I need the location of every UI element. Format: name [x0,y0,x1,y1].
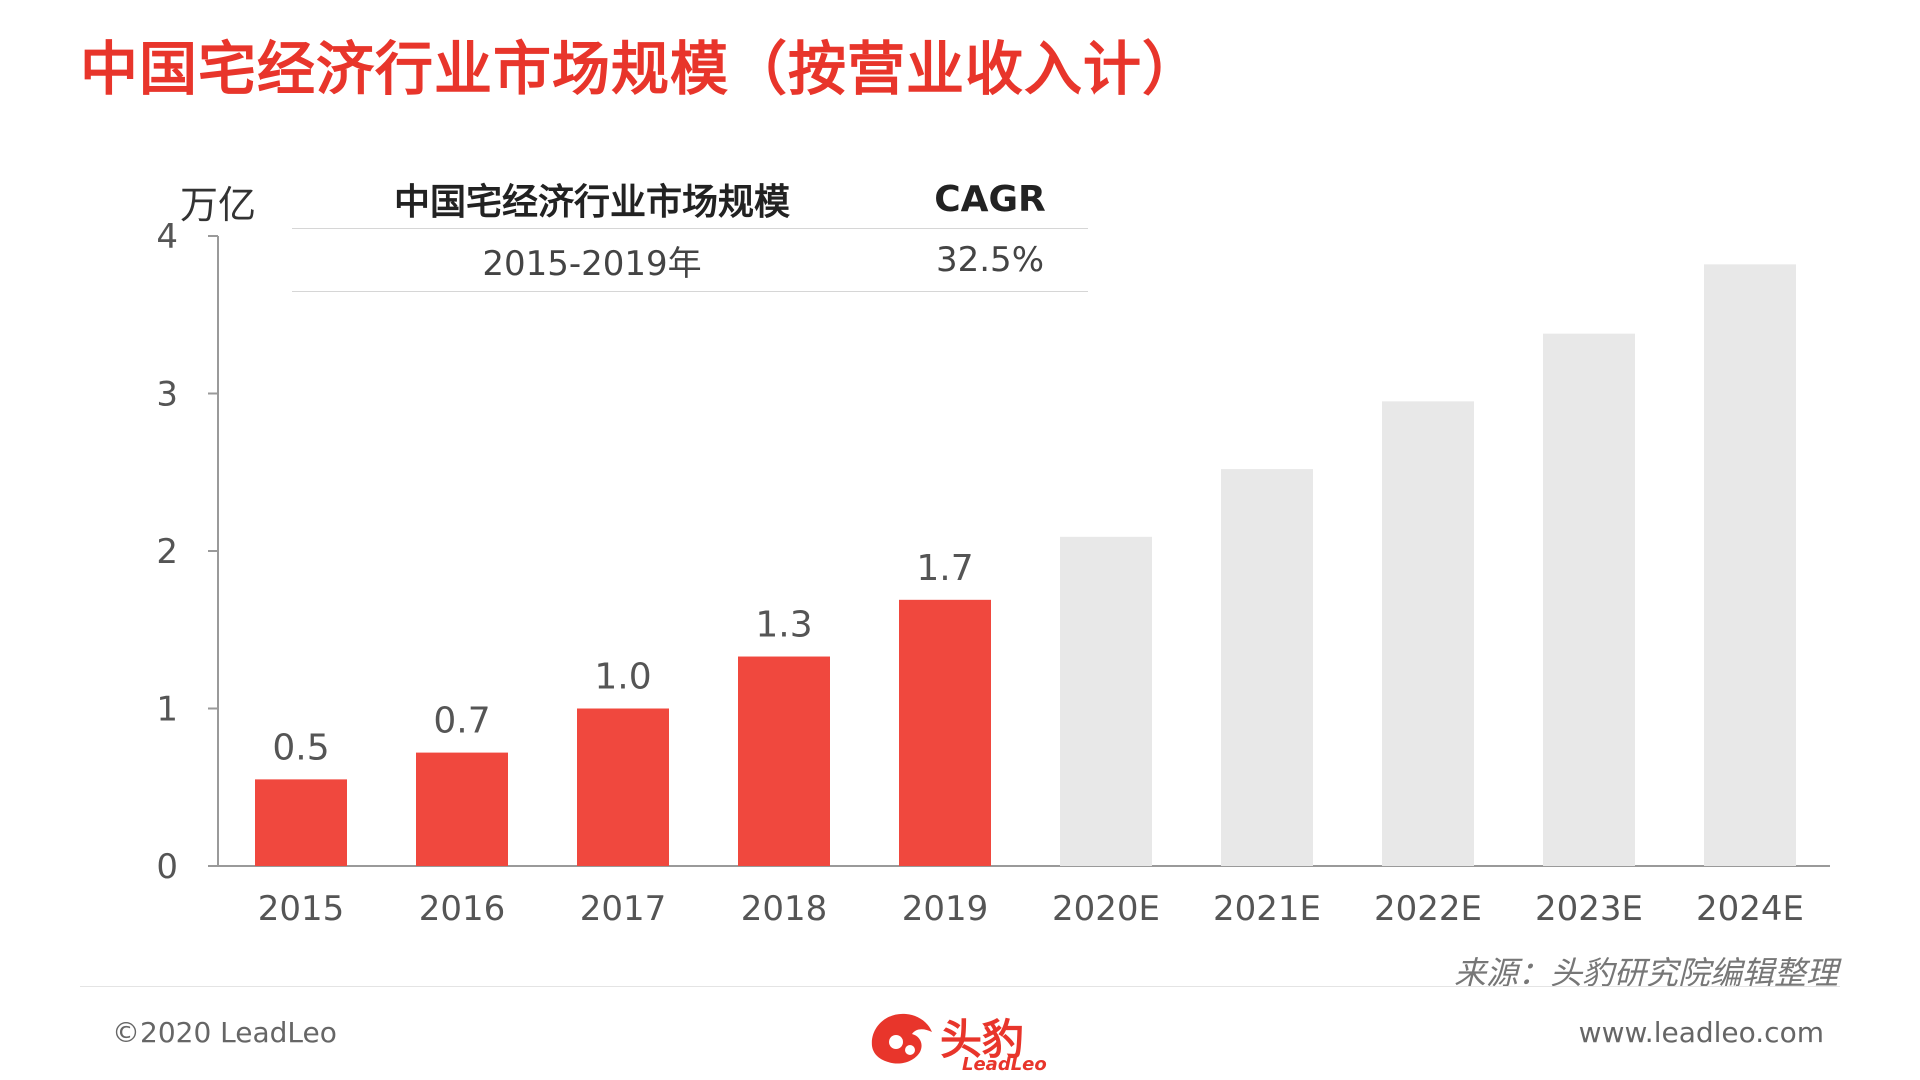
cagr-header-metric: 中国宅经济行业市场规模 [393,182,790,223]
x-tick-label: 2016 [419,889,506,929]
source-note: 来源：头豹研究院编辑整理 [1453,954,1838,992]
bar [899,599,991,866]
bar [416,752,508,866]
x-tick-label: 2018 [741,889,828,929]
bar [1221,469,1313,866]
logo-name: 头豹 [940,1015,1025,1064]
bar [577,708,669,866]
bar [255,779,347,866]
x-tick-label: 2015 [258,889,345,929]
bar-chart: 0 1 2 3 4 0.5 2015 0.7 2016 1.0 2017 1.3 2018 1.7 2019… [156,217,1830,929]
leopard-head-icon [871,1013,932,1064]
cagr-header-cagr: CAGR [934,178,1046,220]
data-label: 1.0 [594,657,651,698]
bar [1060,536,1152,866]
x-tick-label: 2019 [902,889,989,929]
website-url: www.leadleo.com [1578,1016,1824,1049]
x-tick-label: 2020E [1052,889,1160,929]
cagr-table: 中国宅经济行业市场规模 CAGR 2015-2019年 32.5% [292,170,1088,292]
x-tick-label: 2024E [1696,889,1804,929]
y-tick-label: 0 [156,847,178,887]
bar [738,656,830,866]
cagr-value: 32.5% [935,240,1044,280]
data-label: 0.5 [272,727,329,768]
y-tick-label: 2 [156,532,178,572]
logo-subtitle: LeadLeo [962,1054,1047,1075]
y-tick-label: 3 [156,375,178,415]
footer-divider [80,986,1840,987]
bar [1382,401,1474,866]
data-label: 1.3 [755,605,812,646]
x-tick-label: 2022E [1374,889,1482,929]
cagr-table-row: 2015-2019年 32.5% [292,229,1088,292]
copyright-text: ©2020 LeadLeo [112,1016,337,1049]
data-label: 0.7 [433,701,490,742]
bar [1704,264,1796,867]
data-label: 1.7 [916,548,973,589]
bar [1543,333,1635,866]
y-tick-label: 1 [156,690,178,730]
page-title: 中国宅经济行业市场规模（按营业收入计） [80,35,1202,103]
x-tick-label: 2021E [1213,889,1321,929]
cagr-table-header: 中国宅经济行业市场规模 CAGR [292,170,1088,229]
cagr-period: 2015-2019年 [482,243,702,284]
leadleo-logo: 头豹 LeadLeo [866,1006,1056,1078]
y-axis-unit-label: 万亿 [180,183,257,227]
x-tick-label: 2023E [1535,889,1643,929]
y-tick-label: 4 [156,217,178,257]
x-tick-label: 2017 [580,889,667,929]
